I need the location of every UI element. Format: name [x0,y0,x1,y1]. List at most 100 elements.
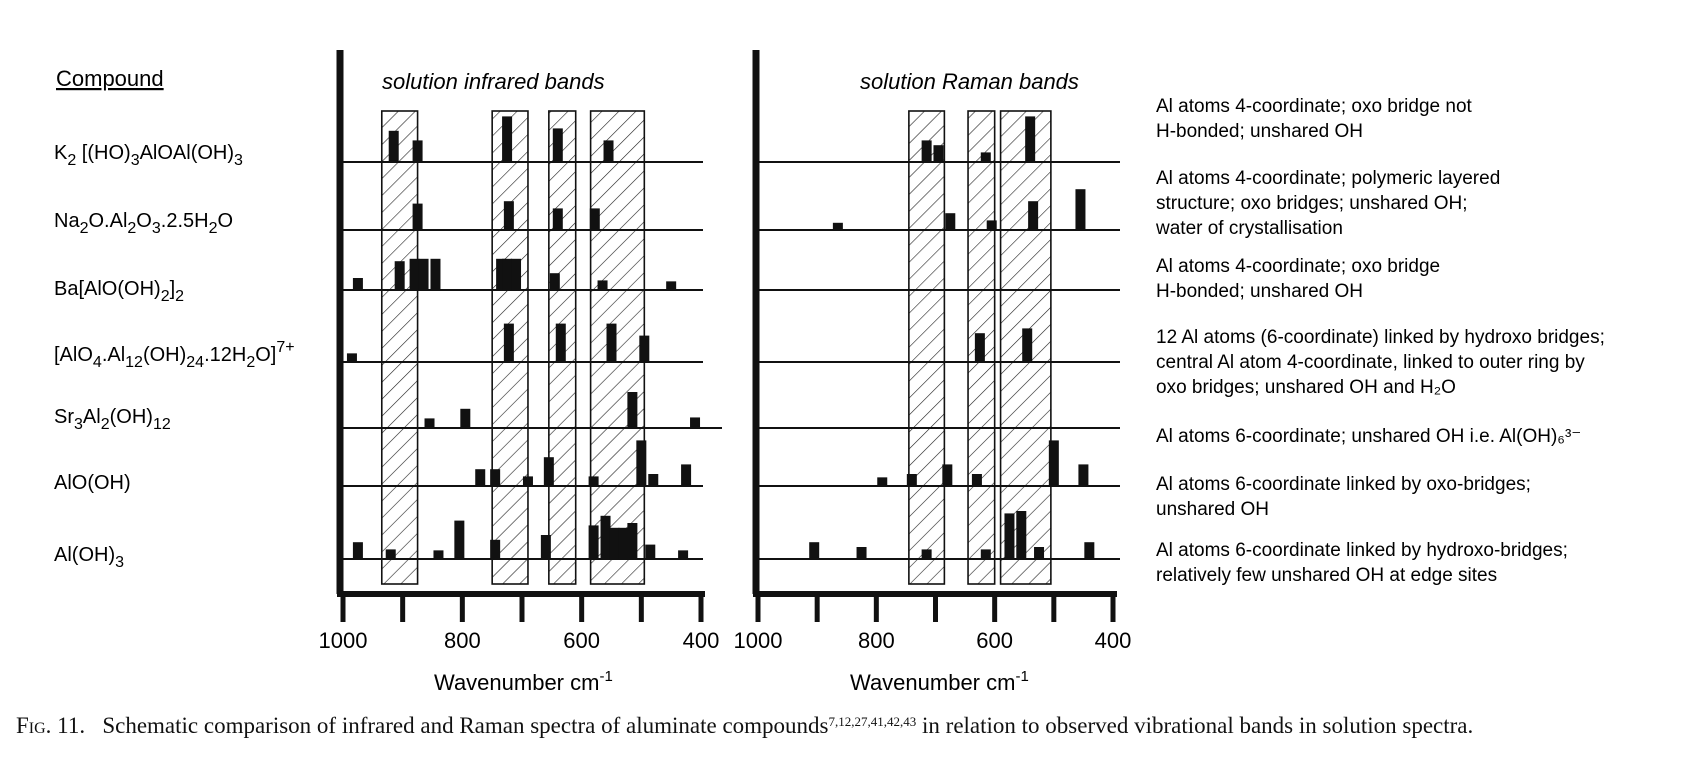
x-axis-label-raman: Wavenumber cm-1 [850,668,1029,695]
hatched-band-ir-0 [380,110,419,585]
description-line-1-0: Al atoms 4-coordinate; polymeric layered [1156,168,1500,189]
band-bar-ir-4-1 [460,408,471,428]
x-tick-label-ir-1000: 1000 [319,628,368,653]
description-line-5-1: unshared OH [1156,499,1269,520]
band-bar-raman-1-0 [832,222,843,230]
band-bar-ir-2-1 [394,261,405,290]
band-bar-ir-6-0 [352,542,363,559]
x-tick-label-raman-1000: 1000 [734,628,783,653]
spectra-figure: Compound solution infrared bands solutio… [54,50,1605,695]
band-bar-raman-5-1 [906,474,917,486]
band-bar-raman-1-1 [945,213,956,230]
band-bar-ir-6-5 [540,535,551,559]
band-bar-raman-0-0 [921,140,932,162]
band-bar-ir-2-8 [549,273,560,290]
band-bar-ir-2-2 [409,258,420,290]
band-bar-raman-0-2 [980,152,991,162]
band-bar-raman-6-5 [1016,511,1027,559]
band-bar-ir-0-4 [603,140,614,162]
band-bar-ir-6-3 [454,520,465,559]
band-bar-ir-0-0 [388,130,399,162]
band-bar-ir-1-2 [552,208,563,230]
band-bar-ir-6-4 [490,539,501,559]
band-bar-ir-5-6 [648,474,659,486]
band-bar-ir-1-1 [503,201,514,230]
band-bar-raman-5-3 [971,474,982,486]
compound-label-3: [AlO4.Al12(OH)24.12H2O]7+ [54,339,295,371]
infrared-panel-title: solution infrared bands [382,69,605,94]
x-tick-label-raman-400: 400 [1095,628,1132,653]
band-bar-ir-6-6 [588,525,599,559]
band-bar-ir-2-6 [502,258,513,290]
band-bar-ir-5-3 [543,457,554,486]
compound-labels: K2 [(HO)3AlOAl(OH)3 Na2O.Al2O3.2.5H2O Ba[A… [54,142,295,571]
band-bar-ir-0-1 [412,140,423,162]
raman-panel: 1000 800 600 400 [734,50,1132,653]
band-bar-raman-3-1 [1022,328,1033,362]
band-bar-ir-5-0 [475,469,486,486]
band-bar-ir-4-3 [690,417,701,428]
band-bar-raman-3-0 [974,333,985,362]
band-bar-raman-5-0 [877,477,888,486]
description-line-3-2: oxo bridges; unshared OH and H₂O [1156,377,1456,398]
description-line-1-1: structure; oxo bridges; unshared OH; [1156,193,1468,214]
compound-label-5: AlO(OH) [54,472,131,494]
band-bar-ir-2-5 [496,258,507,290]
band-bar-ir-2-7 [511,258,522,290]
hatched-band-raman-0 [908,110,946,585]
band-bar-ir-3-2 [555,323,566,362]
band-bar-ir-2-4 [430,258,441,290]
band-bar-raman-5-2 [942,464,953,486]
x-tick-label-ir-600: 600 [563,628,600,653]
compound-header: Compound [56,66,164,91]
description-line-4-0: Al atoms 6-coordinate; unshared OH i.e. … [1156,426,1581,447]
band-bar-raman-6-2 [921,549,932,559]
description-line-0-0: Al atoms 4-coordinate; oxo bridge not [1156,96,1473,117]
band-bar-raman-0-3 [1025,116,1036,162]
band-bar-raman-1-3 [1028,201,1039,230]
compound-label-0: K2 [(HO)3AlOAl(OH)3 [54,142,243,169]
description-line-1-2: water of crystallisation [1155,218,1343,239]
x-tick-label-ir-800: 800 [444,628,481,653]
band-bar-ir-2-9 [597,280,608,290]
band-bar-ir-3-3 [606,323,617,362]
compound-descriptions: Al atoms 4-coordinate; oxo bridge not H-b… [1155,96,1605,586]
hatched-band-ir-3 [589,110,646,585]
band-bar-ir-0-2 [502,116,513,162]
band-bar-ir-4-0 [424,418,435,428]
band-bar-ir-6-11 [645,544,656,559]
description-line-6-0: Al atoms 6-coordinate linked by hydroxo-… [1156,540,1568,561]
band-bar-ir-6-2 [433,550,444,559]
band-bar-raman-5-5 [1078,464,1089,486]
band-bar-raman-6-6 [1034,547,1045,559]
band-bar-ir-3-4 [639,335,650,362]
band-bar-raman-0-1 [933,145,944,162]
caption-tail: in relation to observed vibrational band… [916,713,1474,738]
band-bar-raman-6-0 [809,542,820,559]
caption-refs: 7,12,27,41,42,43 [828,714,917,729]
x-tick-label-raman-800: 800 [858,628,895,653]
band-bar-raman-1-2 [986,220,997,230]
description-line-2-0: Al atoms 4-coordinate; oxo bridge [1156,256,1440,277]
band-bar-ir-1-3 [589,208,600,230]
band-bar-ir-3-0 [346,353,357,362]
band-bar-ir-5-4 [588,476,599,486]
x-tick-label-raman-600: 600 [976,628,1013,653]
band-bar-raman-5-4 [1048,440,1059,486]
band-bar-raman-6-3 [980,549,991,559]
compound-label-2: Ba[AlO(OH)2]2 [54,278,184,305]
band-bar-ir-0-3 [552,128,563,162]
band-bar-ir-2-3 [418,258,429,290]
description-line-2-1: H-bonded; unshared OH [1156,281,1363,302]
description-line-5-0: Al atoms 6-coordinate linked by oxo-brid… [1156,474,1531,495]
description-line-0-1: H-bonded; unshared OH [1156,121,1363,142]
band-bar-ir-2-10 [666,281,677,290]
caption-lead: Fig. 11. [16,713,86,738]
x-axis-label-infrared: Wavenumber cm-1 [434,668,613,695]
band-bar-ir-5-5 [636,440,647,486]
band-bar-ir-5-7 [681,464,692,486]
compound-label-1: Na2O.Al2O3.2.5H2O [54,210,233,237]
raman-panel-title: solution Raman bands [860,69,1079,94]
band-bar-ir-5-2 [522,476,533,486]
description-line-3-1: central Al atom 4-coordinate, linked to … [1156,352,1585,373]
